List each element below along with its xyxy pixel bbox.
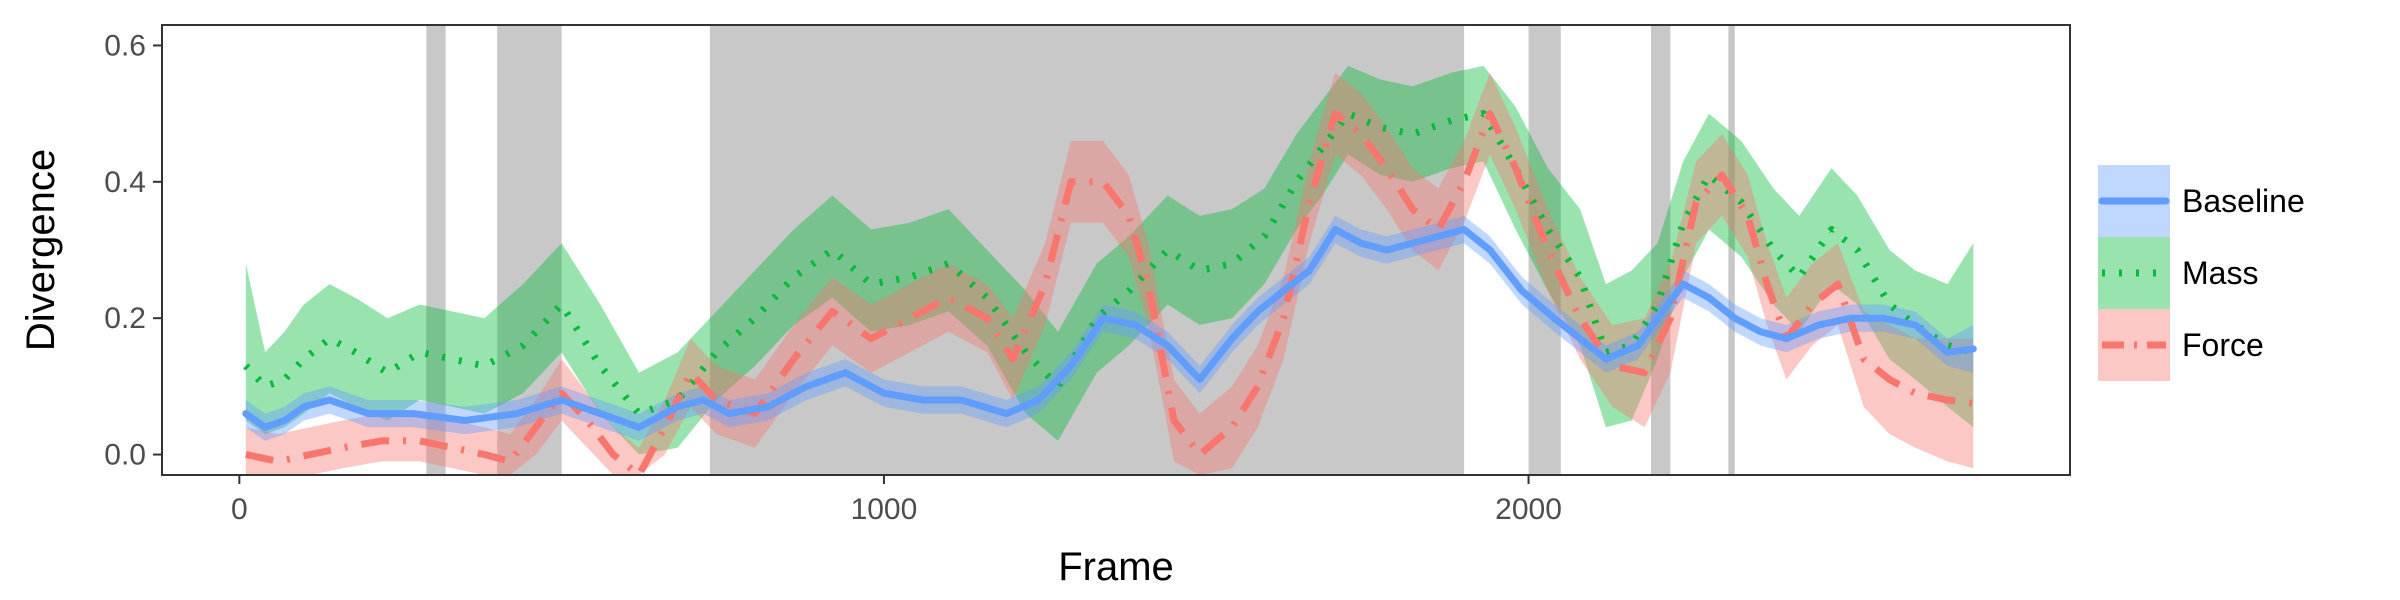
x-axis-title: Frame	[1058, 545, 1174, 589]
shaded-region-4	[1528, 25, 1561, 475]
y-axis-title: Divergence	[19, 149, 63, 351]
x-tick-label: 2000	[1495, 493, 1562, 526]
legend-label-baseline: Baseline	[2182, 183, 2305, 219]
y-tick-label: 0.2	[104, 302, 146, 335]
force-series-line	[245, 110, 1974, 479]
legend-key-mass	[2098, 237, 2170, 309]
baseline-confidence-band	[245, 215, 1974, 441]
y-tick-label: 0.0	[104, 439, 146, 472]
confidence-bands	[245, 65, 1974, 475]
shaded-region-6	[1728, 25, 1735, 475]
plot-panel-border	[161, 24, 2071, 476]
y-tick-label: 0.6	[104, 29, 146, 62]
series-lines	[242, 110, 1977, 479]
x-tick-label: 1000	[851, 493, 918, 526]
x-tick-label: 0	[231, 493, 248, 526]
shaded-region-5	[1651, 25, 1671, 475]
y-tick-label: 0.4	[104, 166, 146, 199]
x-axis: 0 1000 2000	[231, 475, 1562, 526]
force-confidence-band	[245, 72, 1974, 475]
y-axis: 0.0 0.2 0.4 0.6	[104, 29, 162, 472]
legend: Baseline Mass Force	[2098, 165, 2305, 381]
shaded-regions	[426, 25, 1735, 475]
shaded-region-1	[426, 25, 446, 475]
shaded-region-3	[709, 25, 1465, 475]
baseline-series-line	[242, 226, 1977, 431]
legend-label-mass: Mass	[2182, 255, 2258, 291]
mass-confidence-band	[245, 65, 1974, 455]
legend-label-force: Force	[2182, 327, 2264, 363]
